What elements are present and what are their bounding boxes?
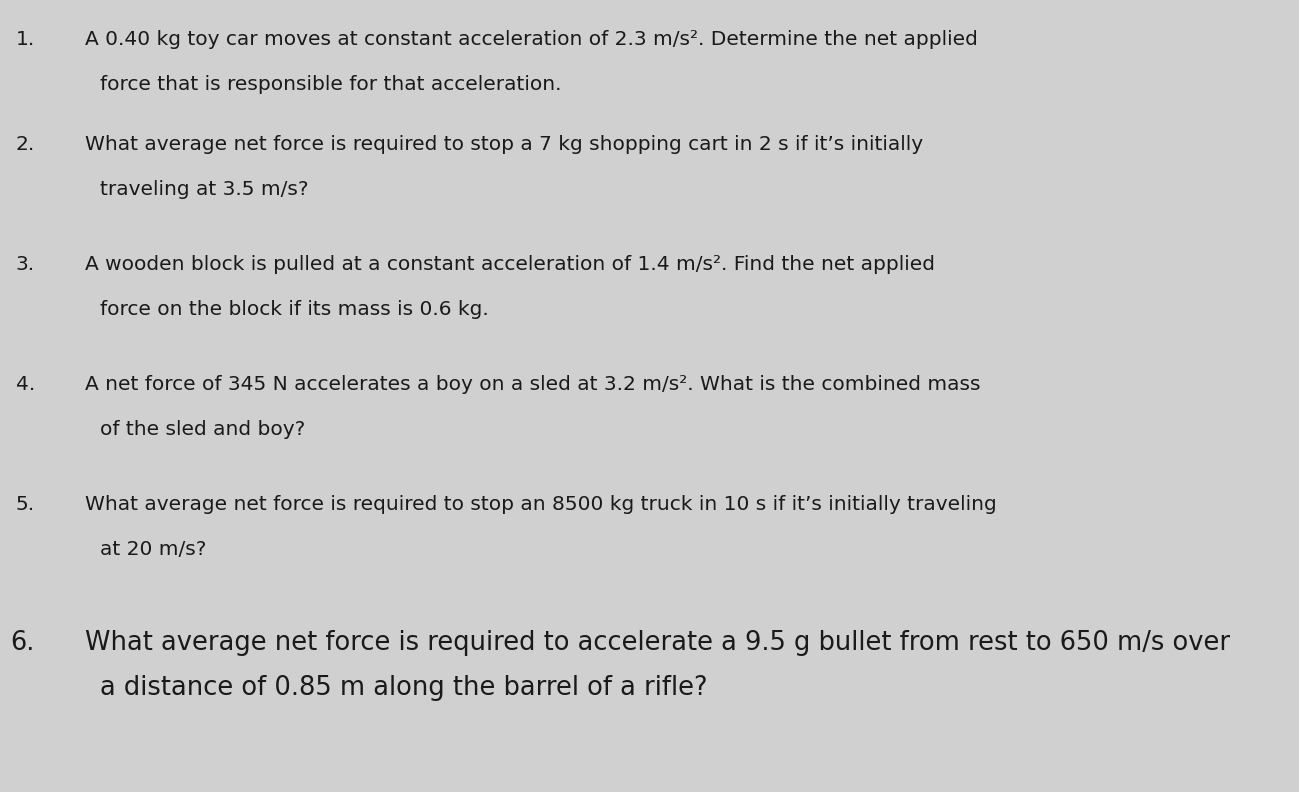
Text: A 0.40 kg toy car moves at constant acceleration of 2.3 m/s². Determine the net : A 0.40 kg toy car moves at constant acce… (84, 30, 978, 49)
Text: A wooden block is pulled at a constant acceleration of 1.4 m/s². Find the net ap: A wooden block is pulled at a constant a… (84, 255, 935, 274)
Text: at 20 m/s?: at 20 m/s? (100, 540, 207, 559)
Text: force on the block if its mass is 0.6 kg.: force on the block if its mass is 0.6 kg… (100, 300, 488, 319)
Text: of the sled and boy?: of the sled and boy? (100, 420, 305, 439)
Text: 1.: 1. (16, 30, 35, 49)
Text: traveling at 3.5 m/s?: traveling at 3.5 m/s? (100, 180, 308, 199)
Text: What average net force is required to stop a 7 kg shopping cart in 2 s if it’s i: What average net force is required to st… (84, 135, 924, 154)
Text: a distance of 0.85 m along the barrel of a rifle?: a distance of 0.85 m along the barrel of… (100, 675, 708, 701)
Text: force that is responsible for that acceleration.: force that is responsible for that accel… (100, 75, 561, 94)
Text: A net force of 345 N accelerates a boy on a sled at 3.2 m/s². What is the combin: A net force of 345 N accelerates a boy o… (84, 375, 981, 394)
Text: What average net force is required to stop an 8500 kg truck in 10 s if it’s init: What average net force is required to st… (84, 495, 996, 514)
Text: 4.: 4. (16, 375, 35, 394)
Text: 3.: 3. (16, 255, 35, 274)
Text: What average net force is required to accelerate a 9.5 g bullet from rest to 650: What average net force is required to ac… (84, 630, 1230, 656)
Text: 6.: 6. (10, 630, 35, 656)
Text: 2.: 2. (16, 135, 35, 154)
Text: 5.: 5. (16, 495, 35, 514)
